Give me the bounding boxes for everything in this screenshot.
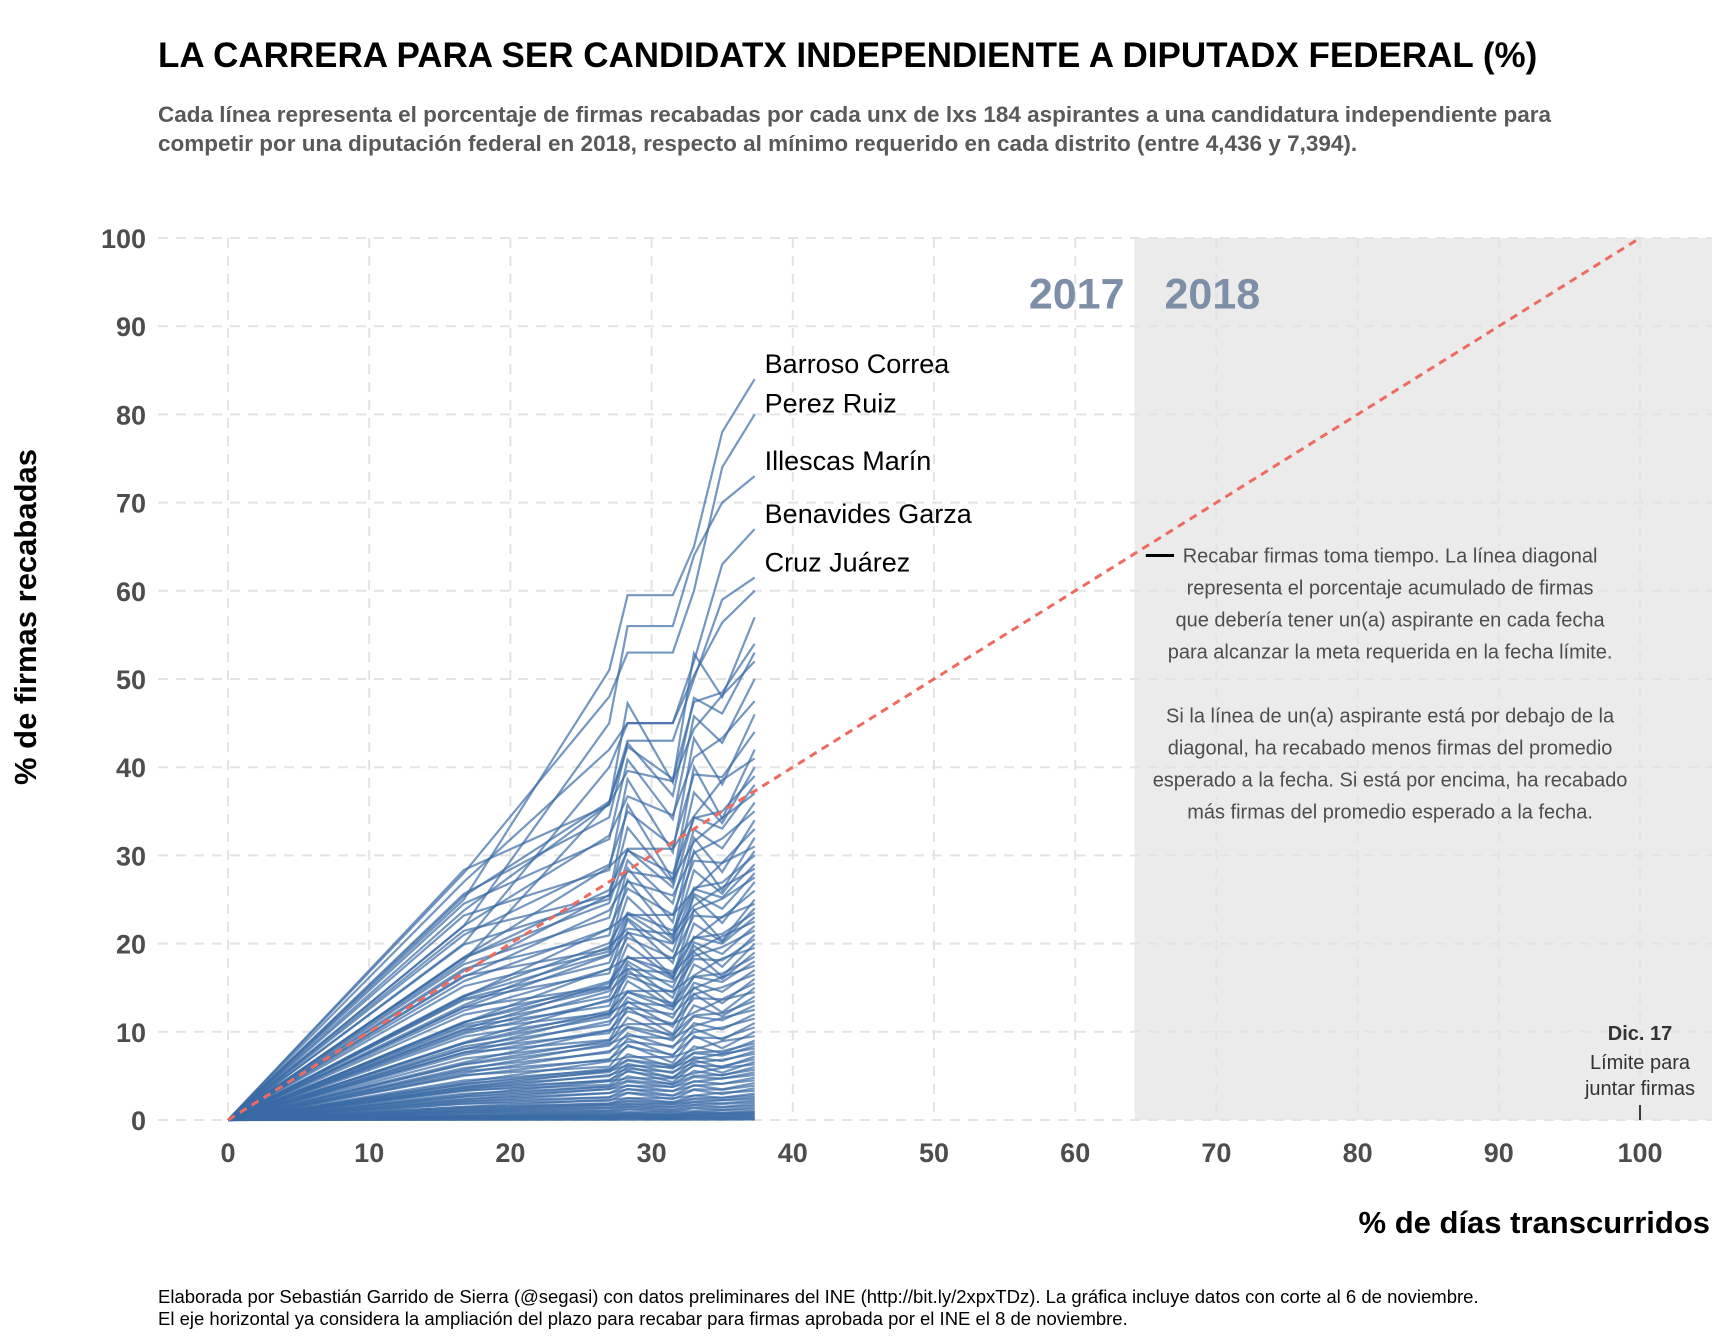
y-tick-label: 10	[116, 1018, 146, 1048]
chart-caption: Elaborada por Sebastián Garrido de Sierr…	[158, 1286, 1479, 1330]
note-line: más firmas del promedio esperado a la fe…	[1187, 802, 1593, 824]
series-line	[227, 872, 756, 1121]
y-tick-label: 80	[116, 400, 146, 430]
series-line	[227, 916, 756, 1122]
series-line	[227, 576, 756, 1121]
x-tick-label: 40	[778, 1138, 808, 1168]
y-tick-label: 60	[116, 577, 146, 607]
series-line	[227, 775, 756, 1121]
series-line	[227, 960, 756, 1122]
note-line: que debería tener un(a) aspirante en cad…	[1175, 610, 1605, 632]
series-line	[227, 978, 756, 1122]
series-line	[227, 652, 756, 1121]
x-tick-label: 0	[220, 1138, 235, 1168]
y-tick-labels: 0 10 20 30 40 50 60 70 80 90 100	[101, 224, 146, 1136]
series-line	[227, 616, 756, 1121]
series-line	[227, 528, 756, 1121]
note-line: representa el porcentaje acumulado de fi…	[1187, 578, 1594, 600]
series-line	[227, 801, 756, 1121]
series-line	[227, 933, 756, 1122]
annotation-note: Recabar firmas toma tiempo. La línea dia…	[1153, 546, 1628, 824]
series-line	[227, 986, 756, 1122]
y-tick-label: 30	[116, 841, 146, 871]
x-tick-label: 10	[354, 1138, 384, 1168]
x-tick-label: 100	[1617, 1138, 1662, 1168]
series-line	[227, 942, 756, 1122]
note-line: Recabar firmas toma tiempo. La línea dia…	[1183, 546, 1598, 568]
series-line	[227, 925, 756, 1122]
note-line: para alcanzar la meta requerida en la fe…	[1168, 642, 1613, 664]
y-tick-label: 50	[116, 665, 146, 695]
series-line	[227, 413, 756, 1121]
caption-line: El eje horizontal ya considera la amplia…	[158, 1308, 1128, 1329]
series-line	[227, 946, 756, 1122]
series-line	[227, 920, 756, 1122]
series-line	[227, 1060, 756, 1122]
x-tick-label: 20	[495, 1138, 525, 1168]
note-line: esperado a la fecha. Si está por encima,…	[1153, 770, 1628, 792]
x-tick-label: 60	[1060, 1138, 1090, 1168]
deadline-annotation: Dic. 17 Límite para juntar firmas	[1584, 1023, 1695, 1120]
candidate-label: Perez Ruiz	[765, 388, 897, 418]
chart-title: LA CARRERA PARA SER CANDIDATX INDEPENDIE…	[158, 36, 1538, 75]
series-line	[227, 766, 756, 1121]
series-line	[227, 731, 756, 1121]
series-line	[227, 1030, 756, 1122]
series-line	[227, 929, 756, 1122]
candidate-label: Benavides Garza	[765, 499, 973, 529]
series-line	[227, 876, 756, 1121]
series-line	[227, 700, 756, 1121]
series-line	[227, 757, 756, 1121]
reference-diagonal-line	[227, 236, 1641, 1122]
y-tick-label: 100	[101, 224, 146, 254]
series-line	[227, 378, 756, 1121]
series-lines	[227, 378, 756, 1122]
chart-subtitle: Cada línea representa el porcentaje de f…	[158, 102, 1552, 156]
y-tick-label: 0	[131, 1106, 146, 1136]
candidate-label: Cruz Juárez	[765, 548, 911, 578]
caption-line: Elaborada por Sebastián Garrido de Sierr…	[158, 1286, 1479, 1307]
candidate-label: Illescas Marín	[765, 446, 932, 476]
y-axis-label: % de firmas recabadas	[8, 449, 43, 785]
x-tick-label: 70	[1201, 1138, 1231, 1168]
y-tick-label: 90	[116, 312, 146, 342]
candidate-labels: Barroso Correa Perez Ruiz Illescas Marín Be…	[765, 349, 973, 577]
series-line	[227, 792, 756, 1121]
series-line	[227, 749, 756, 1121]
x-tick-label: 50	[919, 1138, 949, 1168]
year-label-2018: 2018	[1165, 271, 1261, 319]
deadline-text: juntar firmas	[1584, 1078, 1695, 1100]
series-line	[227, 845, 756, 1121]
x-axis-label: % de días transcurridos	[1359, 1205, 1710, 1240]
year-label-2017: 2017	[1029, 271, 1125, 319]
note-line: diagonal, ha recabado menos firmas del p…	[1168, 738, 1613, 760]
x-tick-label: 30	[637, 1138, 667, 1168]
series-line	[227, 854, 756, 1121]
series-line	[227, 951, 756, 1122]
series-line	[227, 475, 756, 1121]
series-line	[227, 810, 756, 1121]
x-tick-label: 90	[1484, 1138, 1514, 1168]
series-line	[227, 784, 756, 1121]
note-line: Si la línea de un(a) aspirante está por …	[1166, 706, 1615, 728]
series-line	[227, 902, 756, 1122]
series-line	[227, 991, 755, 1122]
candidate-label: Barroso Correa	[765, 349, 951, 379]
deadline-date: Dic. 17	[1608, 1023, 1672, 1045]
series-line	[227, 863, 756, 1121]
deadline-text: Límite para	[1590, 1052, 1691, 1074]
series-line	[227, 969, 756, 1122]
series-line	[227, 881, 756, 1121]
y-tick-label: 20	[116, 930, 146, 960]
y-tick-label: 40	[116, 753, 146, 783]
y-tick-label: 70	[116, 489, 146, 519]
x-tick-labels: 0 10 20 30 40 50 60 70 80 90 100	[220, 1138, 1662, 1168]
x-tick-label: 80	[1343, 1138, 1373, 1168]
series-line	[227, 999, 756, 1122]
